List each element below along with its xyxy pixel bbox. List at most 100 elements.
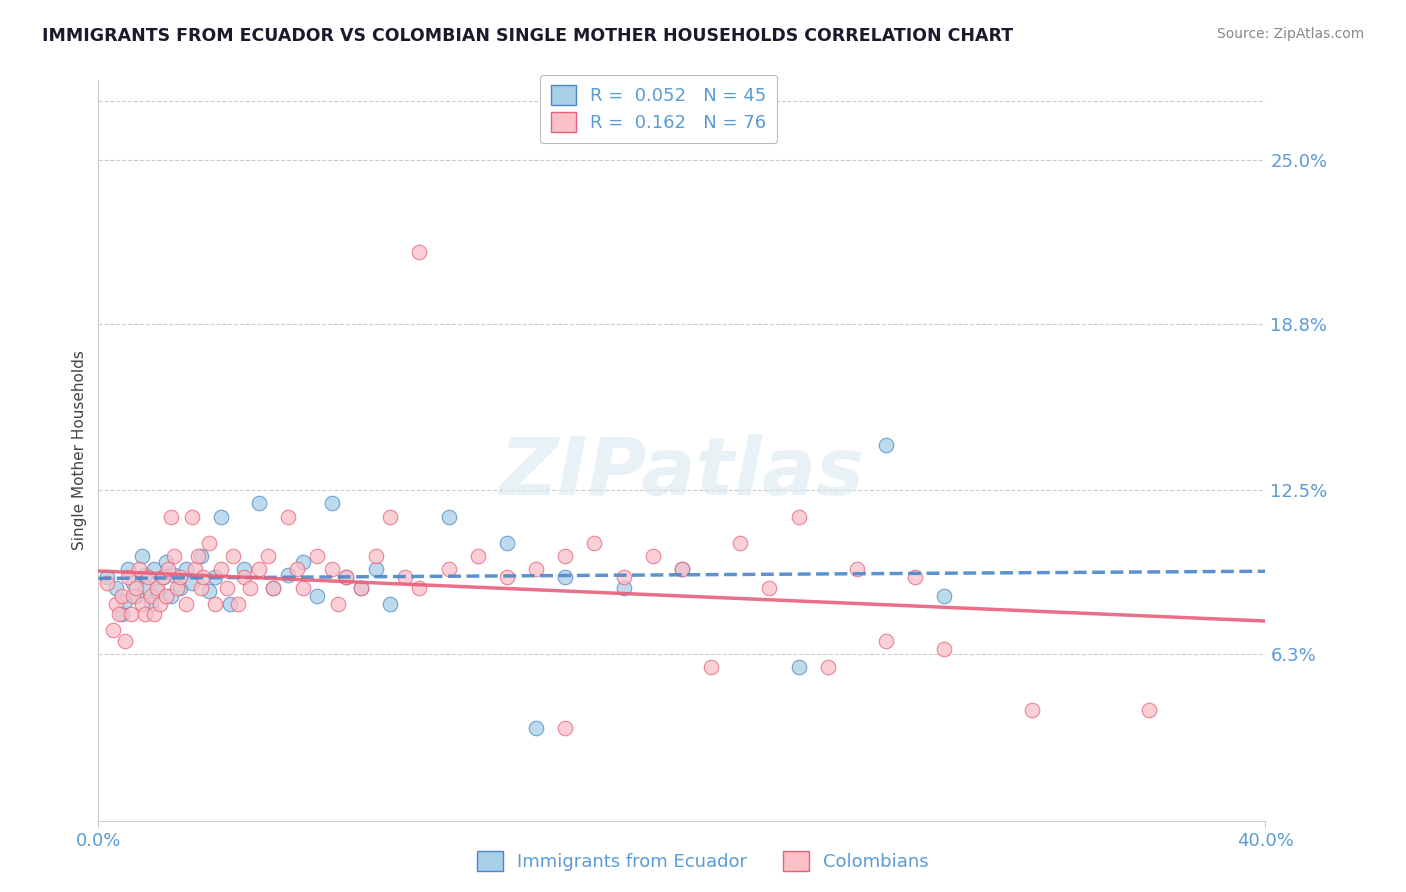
Text: ZIPatlas: ZIPatlas: [499, 434, 865, 512]
Point: [437, 509, 460, 524]
Point: [128, 562, 150, 576]
Point: [152, 570, 174, 584]
Legend: R =  0.052   N = 45, R =  0.162   N = 76: R = 0.052 N = 45, R = 0.162 N = 76: [540, 75, 778, 144]
Point: [291, 581, 314, 595]
Point: [277, 567, 299, 582]
Point: [152, 570, 174, 584]
Point: [256, 549, 278, 564]
Point: [364, 562, 387, 576]
Point: [335, 570, 357, 584]
Point: [277, 509, 299, 524]
Point: [730, 536, 752, 550]
Point: [554, 570, 576, 584]
Point: [160, 589, 183, 603]
Point: [524, 721, 547, 735]
Point: [408, 245, 430, 260]
Legend: Immigrants from Ecuador, Colombians: Immigrants from Ecuador, Colombians: [470, 844, 936, 879]
Point: [787, 509, 810, 524]
Point: [262, 581, 284, 595]
Point: [612, 570, 634, 584]
Point: [321, 562, 343, 576]
Point: [262, 581, 284, 595]
Point: [163, 549, 186, 564]
Point: [239, 581, 262, 595]
Point: [122, 575, 145, 590]
Point: [934, 589, 956, 603]
Point: [114, 594, 136, 608]
Point: [408, 581, 430, 595]
Point: [157, 562, 180, 576]
Point: [183, 562, 205, 576]
Point: [149, 597, 172, 611]
Point: [180, 575, 202, 590]
Point: [96, 575, 118, 590]
Point: [247, 496, 270, 510]
Point: [233, 562, 256, 576]
Point: [146, 583, 169, 598]
Point: [934, 641, 956, 656]
Point: [120, 607, 142, 622]
Point: [134, 607, 156, 622]
Point: [612, 581, 634, 595]
Point: [350, 581, 373, 595]
Point: [169, 581, 191, 595]
Point: [641, 549, 664, 564]
Point: [209, 562, 232, 576]
Point: [291, 555, 314, 569]
Point: [190, 549, 212, 564]
Point: [671, 562, 693, 576]
Point: [817, 660, 839, 674]
Point: [554, 549, 576, 564]
Point: [307, 549, 329, 564]
Point: [155, 555, 177, 569]
Point: [437, 562, 460, 576]
Point: [758, 581, 780, 595]
Point: [136, 581, 159, 595]
Point: [875, 438, 897, 452]
Point: [104, 581, 127, 595]
Point: [221, 549, 243, 564]
Point: [142, 562, 165, 576]
Point: [307, 589, 329, 603]
Point: [166, 581, 188, 595]
Point: [233, 570, 256, 584]
Point: [146, 581, 169, 595]
Point: [117, 570, 139, 584]
Point: [247, 562, 270, 576]
Point: [139, 589, 162, 603]
Point: [169, 570, 191, 584]
Point: [122, 589, 145, 603]
Point: [163, 567, 186, 582]
Point: [155, 589, 177, 603]
Point: [326, 597, 349, 611]
Point: [104, 597, 127, 611]
Point: [335, 570, 357, 584]
Point: [875, 633, 897, 648]
Point: [111, 589, 134, 603]
Point: [96, 570, 118, 584]
Y-axis label: Single Mother Households: Single Mother Households: [72, 351, 87, 550]
Point: [285, 562, 308, 576]
Point: [554, 721, 576, 735]
Point: [198, 583, 221, 598]
Point: [114, 633, 136, 648]
Point: [787, 660, 810, 674]
Point: [846, 562, 869, 576]
Point: [111, 607, 134, 622]
Point: [671, 562, 693, 576]
Point: [904, 570, 927, 584]
Point: [321, 496, 343, 510]
Point: [180, 509, 202, 524]
Text: Source: ZipAtlas.com: Source: ZipAtlas.com: [1216, 27, 1364, 41]
Point: [380, 509, 402, 524]
Point: [496, 570, 519, 584]
Point: [380, 597, 402, 611]
Point: [187, 549, 209, 564]
Point: [1137, 703, 1160, 717]
Point: [204, 570, 226, 584]
Point: [101, 624, 124, 638]
Point: [496, 536, 519, 550]
Text: IMMIGRANTS FROM ECUADOR VS COLOMBIAN SINGLE MOTHER HOUSEHOLDS CORRELATION CHART: IMMIGRANTS FROM ECUADOR VS COLOMBIAN SIN…: [42, 27, 1014, 45]
Point: [142, 607, 165, 622]
Point: [215, 581, 238, 595]
